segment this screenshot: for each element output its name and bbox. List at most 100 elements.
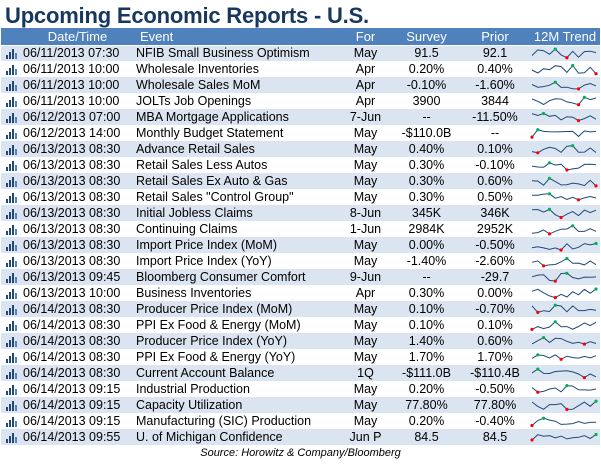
table-row[interactable]: 06/14/2013 08:30 PPI Ex Food & Energy (Mo… xyxy=(1,317,600,334)
table-row[interactable]: 06/13/2013 08:30 Initial Jobless Claims 8-… xyxy=(1,205,600,222)
cell-prior: 92.1 xyxy=(460,45,530,62)
bar-chart-icon[interactable] xyxy=(5,336,17,348)
table-row[interactable]: 06/13/2013 10:00 Business Inventories Apr 0… xyxy=(1,285,600,302)
row-icon-cell[interactable] xyxy=(1,285,21,302)
cell-trend xyxy=(530,317,600,334)
bar-chart-icon[interactable] xyxy=(5,80,17,92)
bar-chart-icon[interactable] xyxy=(5,144,17,156)
bar-chart-icon[interactable] xyxy=(5,48,17,60)
row-icon-cell[interactable] xyxy=(1,253,21,270)
row-icon-cell[interactable] xyxy=(1,125,21,142)
bar-chart-icon[interactable] xyxy=(5,112,17,124)
table-row[interactable]: 06/13/2013 08:30 Retail Sales Less Autos M… xyxy=(1,157,600,174)
row-icon-cell[interactable] xyxy=(1,413,21,430)
sparkline-high-marker xyxy=(594,399,598,403)
row-icon-cell[interactable] xyxy=(1,189,21,206)
cell-for: May xyxy=(338,189,393,206)
bar-chart-icon[interactable] xyxy=(5,368,17,380)
cell-prior: 0.00% xyxy=(460,285,530,302)
row-icon-cell[interactable] xyxy=(1,429,21,446)
bar-chart-icon[interactable] xyxy=(5,384,17,396)
bar-chart-icon[interactable] xyxy=(5,272,17,284)
bar-chart-icon[interactable] xyxy=(5,400,17,412)
cell-survey: 1.70% xyxy=(393,349,460,366)
row-icon-cell[interactable] xyxy=(1,349,21,366)
table-row[interactable]: 06/11/2013 10:00 Wholesale Inventories Apr… xyxy=(1,61,600,78)
bar-chart-icon[interactable] xyxy=(5,64,17,76)
trend-sparkline xyxy=(531,256,597,268)
table-row[interactable]: 06/14/2013 09:15 Capacity Utilization May 7… xyxy=(1,397,600,414)
row-icon-cell[interactable] xyxy=(1,221,21,238)
bar-chart-icon[interactable] xyxy=(5,96,17,108)
row-icon-cell[interactable] xyxy=(1,365,21,382)
cell-date: 06/14/2013 09:15 xyxy=(21,397,134,414)
bar-chart-icon[interactable] xyxy=(5,320,17,332)
table-row[interactable]: 06/14/2013 08:30 PPI Ex Food & Energy (Yo… xyxy=(1,349,600,366)
cell-survey: 0.20% xyxy=(393,381,460,398)
row-icon-cell[interactable] xyxy=(1,45,21,62)
bar-chart-icon[interactable] xyxy=(5,432,17,444)
trend-sparkline xyxy=(531,111,597,123)
row-icon-cell[interactable] xyxy=(1,205,21,222)
bar-chart-icon[interactable] xyxy=(5,240,17,252)
cell-event: Retail Sales Ex Auto & Gas xyxy=(134,173,338,190)
bar-chart-icon[interactable] xyxy=(5,192,17,204)
bar-chart-icon[interactable] xyxy=(5,128,17,140)
table-row[interactable]: 06/14/2013 09:15 Industrial Production May… xyxy=(1,381,600,398)
table-row[interactable]: 06/13/2013 09:45 Bloomberg Consumer Comfo… xyxy=(1,269,600,286)
row-icon-cell[interactable] xyxy=(1,381,21,398)
row-icon-cell[interactable] xyxy=(1,157,21,174)
sparkline-path xyxy=(531,304,597,313)
cell-date: 06/14/2013 09:15 xyxy=(21,381,134,398)
row-icon-cell[interactable] xyxy=(1,109,21,126)
table-row[interactable]: 06/13/2013 08:30 Retail Sales "Control Gr… xyxy=(1,189,600,206)
sparkline-path xyxy=(531,81,597,90)
table-row[interactable]: 06/14/2013 08:30 Current Account Balance 1… xyxy=(1,365,600,382)
sparkline-path xyxy=(531,129,597,138)
row-icon-cell[interactable] xyxy=(1,333,21,350)
bar-chart-icon[interactable] xyxy=(5,256,17,268)
bar-chart-icon[interactable] xyxy=(5,160,17,172)
cell-survey: 0.30% xyxy=(393,157,460,174)
row-icon-cell[interactable] xyxy=(1,237,21,254)
table-row[interactable]: 06/13/2013 08:30 Advance Retail Sales May 0… xyxy=(1,141,600,158)
sparkline-high-marker xyxy=(542,336,546,340)
row-icon-cell[interactable] xyxy=(1,77,21,94)
row-icon-cell[interactable] xyxy=(1,301,21,318)
table-row[interactable]: 06/12/2013 14:00 Monthly Budget Statement… xyxy=(1,125,600,142)
table-row[interactable]: 06/13/2013 08:30 Import Price Index (MoM)… xyxy=(1,237,600,254)
row-icon-cell[interactable] xyxy=(1,173,21,190)
table-row[interactable]: 06/14/2013 08:30 Producer Price Index (Yo… xyxy=(1,333,600,350)
bar-chart-icon[interactable] xyxy=(5,224,17,236)
row-icon-cell[interactable] xyxy=(1,93,21,110)
table-row[interactable]: 06/13/2013 08:30 Continuing Claims 1-Jun 29… xyxy=(1,221,600,238)
table-row[interactable]: 06/14/2013 08:30 Producer Price Index (Mo… xyxy=(1,301,600,318)
row-icon-cell[interactable] xyxy=(1,141,21,158)
bar-chart-icon[interactable] xyxy=(5,288,17,300)
table-row[interactable]: 06/13/2013 08:30 Retail Sales Ex Auto & G… xyxy=(1,173,600,190)
table-row[interactable]: 06/14/2013 09:55 U. of Michigan Confidenc… xyxy=(1,429,600,446)
bar-chart-icon[interactable] xyxy=(5,352,17,364)
cell-event: PPI Ex Food & Energy (YoY) xyxy=(134,349,338,366)
table-row[interactable]: 06/11/2013 10:00 JOLTs Job Openings Apr 390… xyxy=(1,93,600,110)
bar-chart-icon[interactable] xyxy=(5,176,17,188)
table-row[interactable]: 06/11/2013 07:30 NFIB Small Business Opti… xyxy=(1,45,600,62)
bar-chart-icon[interactable] xyxy=(5,208,17,220)
row-icon-cell[interactable] xyxy=(1,61,21,78)
table-row[interactable]: 06/13/2013 08:30 Import Price Index (YoY)… xyxy=(1,253,600,270)
row-icon-cell[interactable] xyxy=(1,397,21,414)
cell-survey: 0.10% xyxy=(393,317,460,334)
row-icon-cell[interactable] xyxy=(1,317,21,334)
sparkline-low-marker xyxy=(536,390,540,394)
table-row[interactable]: 06/14/2013 09:15 Manufacturing (SIC) Prod… xyxy=(1,413,600,430)
sparkline-low-marker xyxy=(565,56,569,60)
row-icon-cell[interactable] xyxy=(1,269,21,286)
table-row[interactable]: 06/12/2013 07:00 MBA Mortgage Application… xyxy=(1,109,600,126)
bar-chart-icon[interactable] xyxy=(5,304,17,316)
bar-chart-icon[interactable] xyxy=(5,416,17,428)
table-row[interactable]: 06/11/2013 10:00 Wholesale Sales MoM Apr -0… xyxy=(1,77,600,94)
cell-date: 06/13/2013 08:30 xyxy=(21,221,134,238)
cell-date: 06/14/2013 08:30 xyxy=(21,301,134,318)
cell-event: Bloomberg Consumer Comfort xyxy=(134,269,338,286)
cell-event: U. of Michigan Confidence xyxy=(134,429,338,446)
